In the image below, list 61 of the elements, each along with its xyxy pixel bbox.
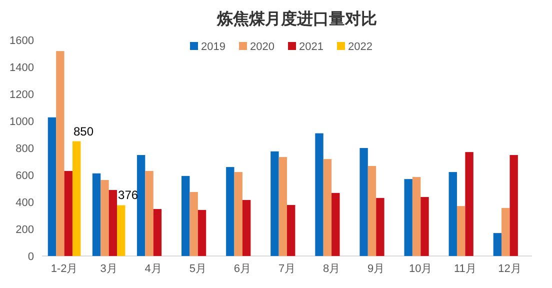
bar <box>190 192 198 256</box>
x-tick-label: 5月 <box>189 263 206 275</box>
bar <box>72 141 81 256</box>
bar <box>117 205 126 256</box>
bar <box>136 155 146 256</box>
bar <box>448 172 457 256</box>
bar <box>92 173 101 256</box>
bar <box>376 198 384 256</box>
bar <box>360 148 368 256</box>
bar <box>226 167 234 256</box>
x-tick-label: 4月 <box>144 263 162 275</box>
bar <box>502 208 510 256</box>
legend-label: 2020 <box>250 41 274 53</box>
bar <box>456 206 466 256</box>
x-tick-label: 10月 <box>409 263 432 275</box>
bar <box>242 200 251 256</box>
x-tick-label: 11月 <box>454 263 476 275</box>
bar <box>198 210 206 256</box>
bar <box>368 166 376 256</box>
bar <box>108 190 118 256</box>
y-tick-label: 0 <box>28 251 34 263</box>
bar <box>493 233 502 256</box>
y-tick-label: 1400 <box>10 62 34 74</box>
bar <box>404 179 412 256</box>
x-tick-label: 7月 <box>278 263 296 275</box>
bar <box>182 176 190 256</box>
y-tick-label: 600 <box>16 170 34 182</box>
x-tick-label: 8月 <box>322 263 340 275</box>
bar <box>48 117 56 256</box>
bar <box>278 157 287 256</box>
y-tick-label: 1200 <box>10 89 34 101</box>
bar <box>315 133 324 256</box>
y-tick-label: 1600 <box>10 35 34 47</box>
y-tick-label: 400 <box>16 197 34 209</box>
bar <box>323 159 332 256</box>
bar <box>145 170 154 256</box>
y-tick-label: 1000 <box>10 116 34 128</box>
legend-label: 2021 <box>299 41 324 53</box>
x-tick-label: 9月 <box>368 263 385 275</box>
bar <box>420 197 429 256</box>
chart-title: 炼焦煤月度进口量对比 <box>216 9 377 28</box>
bar <box>100 180 109 256</box>
bar <box>270 151 279 256</box>
x-tick-label: 12月 <box>498 263 522 275</box>
data-label: 850 <box>73 124 94 138</box>
bar <box>153 209 162 256</box>
bar <box>465 152 474 256</box>
bar <box>332 192 340 256</box>
bar <box>510 155 518 256</box>
x-tick-label: 1-2月 <box>50 263 78 275</box>
bar <box>287 204 296 256</box>
bar <box>64 170 72 256</box>
legend-label: 2022 <box>348 41 372 53</box>
y-tick-label: 800 <box>16 143 34 155</box>
y-tick-label: 200 <box>16 224 34 236</box>
bar <box>412 177 421 256</box>
bar <box>56 51 64 256</box>
x-tick-label: 3月 <box>100 263 118 275</box>
x-tick-label: 6月 <box>234 263 252 275</box>
bar <box>234 172 242 256</box>
legend-label: 2019 <box>201 41 226 53</box>
